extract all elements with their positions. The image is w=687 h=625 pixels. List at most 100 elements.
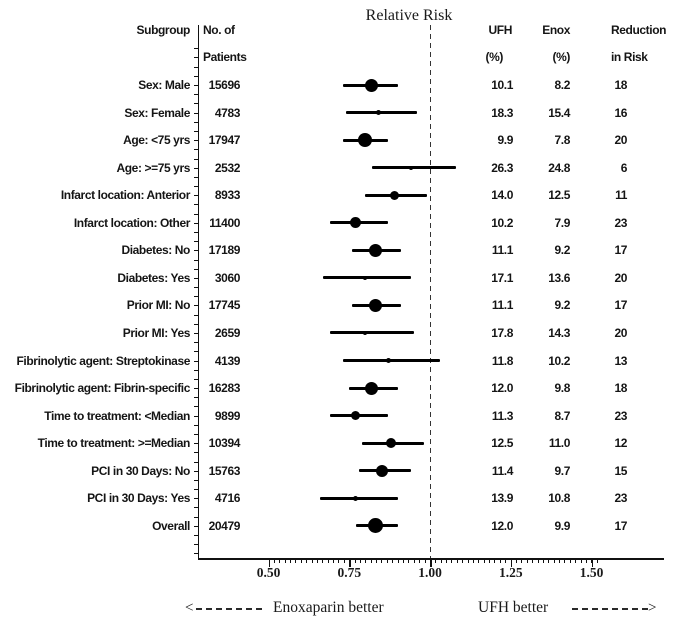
x-axis-major-tick (510, 559, 513, 567)
column-header-subgroup: Subgroup (136, 23, 191, 37)
x-axis-minor-tick (489, 559, 491, 563)
ufh-percent-value: 17.8 (491, 325, 513, 340)
right-dashed-arrow-line (572, 608, 648, 610)
y-axis-tick (194, 66, 198, 68)
ufh-percent-value: 10.1 (491, 78, 513, 92)
patients-count: 17947 (208, 133, 241, 148)
subgroup-label: Age: <75 yrs (123, 133, 190, 148)
x-axis-minor-tick (585, 559, 587, 563)
x-axis-minor-tick (456, 559, 458, 563)
risk-reduction-value: 6 (620, 160, 628, 175)
point-estimate-marker (350, 217, 362, 229)
risk-reduction-value: 17 (614, 298, 627, 313)
ufh-percent-value: 11.1 (491, 298, 513, 313)
x-axis-minor-tick (295, 559, 297, 563)
y-axis-tick (194, 498, 198, 500)
column-header-patients-line1: No. of (203, 23, 235, 37)
y-axis-tick (194, 176, 198, 178)
subgroup-label: Time to treatment: <Median (44, 408, 190, 423)
x-axis-minor-tick (284, 559, 286, 563)
enox-percent-value: 11.0 (548, 436, 570, 451)
y-axis-tick (194, 140, 198, 142)
x-axis-tick-label: 1.50 (579, 565, 604, 580)
x-axis-minor-tick (596, 559, 598, 563)
left-arrowhead-icon: < (185, 600, 194, 616)
patients-count: 17189 (208, 243, 241, 258)
ufh-percent-value: 12.0 (491, 518, 513, 533)
y-axis-tick (194, 186, 198, 188)
enox-percent-value: 7.9 (554, 215, 571, 230)
patients-count: 10394 (208, 436, 241, 451)
point-estimate-marker (389, 190, 399, 200)
y-axis-tick (194, 250, 198, 252)
y-axis-tick (194, 342, 198, 344)
x-axis-minor-tick (553, 559, 555, 563)
ufh-percent-value: 26.3 (491, 160, 513, 175)
y-axis-tick (194, 369, 198, 371)
risk-reduction-value: 18 (614, 78, 627, 92)
column-header-enox: Enox (542, 23, 570, 37)
y-axis-tick (194, 434, 198, 435)
x-axis-minor-tick (505, 559, 507, 563)
point-estimate-marker (365, 381, 379, 395)
x-axis-minor-tick (338, 559, 340, 563)
ufh-percent-value: 11.3 (491, 408, 513, 423)
x-axis-minor-tick (413, 559, 415, 563)
x-axis-line (198, 558, 664, 560)
x-axis-minor-tick (435, 559, 437, 563)
y-axis-tick (194, 130, 198, 132)
subgroup-label: Prior MI: No (126, 298, 191, 313)
enox-percent-value: 10.8 (548, 491, 570, 506)
x-axis-minor-tick (306, 559, 308, 563)
x-axis-minor-tick (327, 559, 329, 563)
patients-count: 8933 (214, 188, 241, 203)
point-estimate-marker (353, 495, 359, 501)
x-axis-minor-tick (365, 559, 367, 563)
point-estimate-marker (368, 243, 382, 257)
patients-count: 9899 (214, 408, 241, 423)
x-axis-minor-tick (273, 559, 275, 563)
footer-label-enoxaparin-better: Enoxaparin better (273, 599, 384, 616)
y-axis-tick (194, 149, 198, 151)
x-axis-tick-label: 0.50 (256, 565, 281, 580)
patients-count: 2532 (214, 160, 241, 175)
right-arrowhead-icon: > (648, 600, 657, 616)
x-axis-minor-tick (542, 559, 544, 563)
y-axis-tick (194, 158, 198, 160)
confidence-interval-line (346, 111, 418, 115)
x-axis-minor-tick (472, 559, 474, 563)
x-axis-minor-tick (575, 559, 577, 563)
patients-count: 15696 (208, 78, 241, 92)
y-axis-tick (194, 516, 198, 518)
point-estimate-marker (375, 110, 381, 116)
x-axis-minor-tick (483, 559, 485, 563)
subgroup-label: Fibrinolytic agent: Streptokinase (16, 353, 191, 368)
x-axis-minor-tick (521, 559, 523, 563)
x-axis-minor-tick (559, 559, 561, 563)
point-estimate-marker (358, 133, 373, 148)
column-header-ufh: UFH (488, 23, 513, 37)
y-axis-tick (194, 544, 198, 546)
x-axis-tick-label: 0.75 (337, 565, 362, 580)
y-axis-tick (194, 351, 198, 353)
patients-count: 20479 (208, 518, 241, 533)
subgroup-label: Diabetes: Yes (117, 270, 190, 285)
y-axis-tick (194, 378, 198, 380)
y-axis-tick (194, 507, 198, 509)
y-axis-tick (194, 268, 198, 270)
y-axis-tick (194, 360, 198, 362)
y-axis-tick (194, 443, 198, 445)
y-axis-tick (194, 314, 198, 316)
risk-reduction-value: 13 (614, 353, 627, 368)
subgroup-label: Infarct location: Other (73, 215, 191, 230)
y-axis-tick (194, 305, 198, 307)
y-axis-tick (194, 231, 198, 233)
y-axis-line (198, 25, 199, 559)
ufh-percent-value: 12.5 (491, 436, 513, 451)
y-axis-tick (194, 424, 198, 426)
risk-reduction-value: 17 (614, 518, 627, 533)
enox-percent-value: 9.2 (554, 243, 571, 258)
subgroup-label: Sex: Female (124, 105, 190, 120)
point-estimate-marker (351, 411, 361, 421)
x-axis-minor-tick (316, 559, 318, 563)
